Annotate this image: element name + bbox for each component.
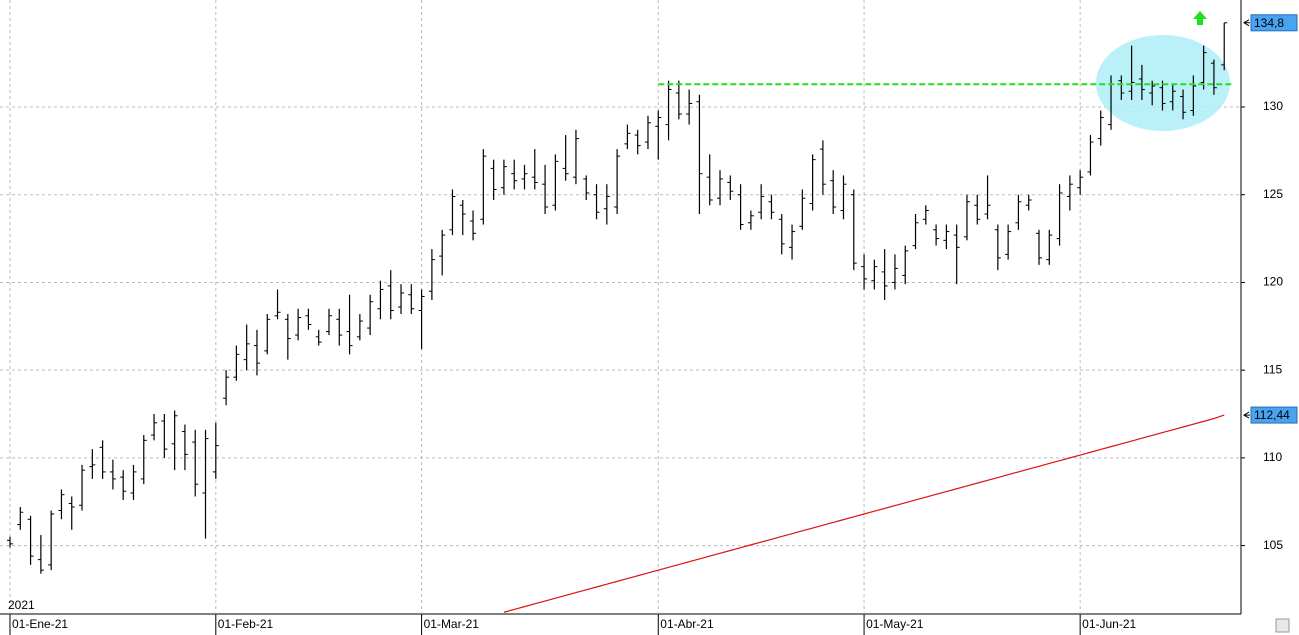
x-tick-label: 01-Jun-21 xyxy=(1082,617,1136,631)
x-tick-label: 01-Abr-21 xyxy=(660,617,714,631)
price-tag-pointer xyxy=(1243,411,1250,419)
price-tag xyxy=(1250,14,1298,32)
price-tag-pointer xyxy=(1243,19,1250,27)
y-tick-label: 110 xyxy=(1263,450,1282,464)
up-arrow xyxy=(1193,11,1207,25)
corner-icon xyxy=(1275,618,1290,633)
price-tag-label: 112,44 xyxy=(1254,408,1290,422)
y-tick-label: 130 xyxy=(1263,99,1283,113)
x-tick-label: 01-Mar-21 xyxy=(424,617,480,631)
price-tag-label: 134,8 xyxy=(1254,16,1284,30)
y-tick-label: 125 xyxy=(1263,187,1283,201)
price-tag xyxy=(1250,406,1298,424)
moving-average-line xyxy=(503,414,1225,613)
x-tick-label: 01-Feb-21 xyxy=(218,617,274,631)
x-tick-label: 01-May-21 xyxy=(866,617,924,631)
x-tick-label: 01-Ene-21 xyxy=(12,617,68,631)
y-axis-panel xyxy=(1241,0,1299,635)
y-tick-label: 115 xyxy=(1263,362,1282,376)
year-label: 2021 xyxy=(8,598,35,612)
y-tick-label: 105 xyxy=(1263,538,1283,552)
y-tick-label: 120 xyxy=(1263,275,1283,289)
